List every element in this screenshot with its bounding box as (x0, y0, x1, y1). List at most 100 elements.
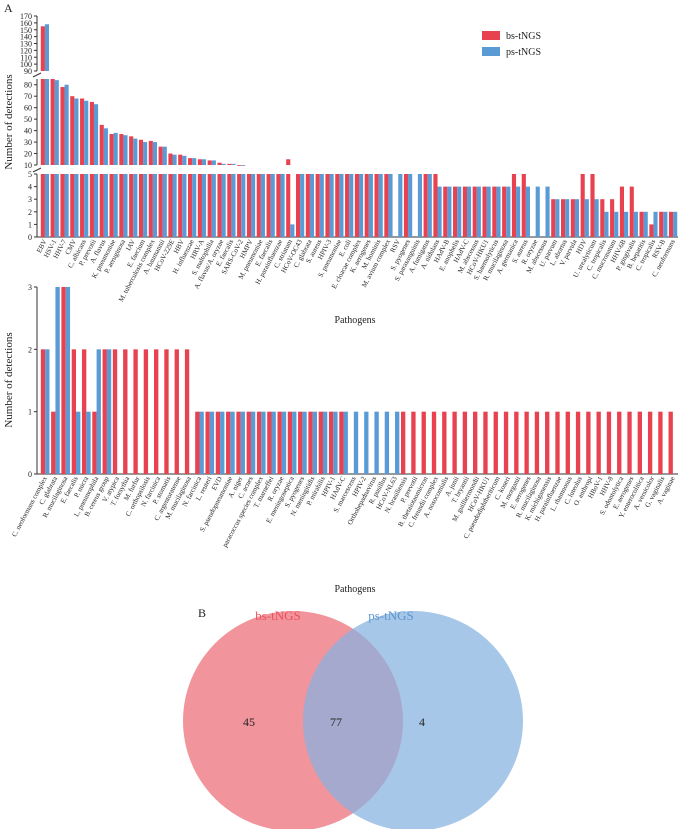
bar-bs-tngs (308, 411, 313, 474)
bar-bs-tngs (158, 174, 163, 237)
bar-bs-tngs (472, 186, 477, 237)
bar-bs-tngs (40, 349, 46, 474)
bar-ps-tngs (496, 186, 501, 237)
y-tick-label: 30 (24, 138, 32, 147)
bar-ps-tngs (281, 411, 287, 474)
bar-ps-tngs (93, 104, 99, 165)
bar-bs-tngs (119, 174, 124, 237)
bar-bs-tngs (503, 411, 509, 474)
bar-bs-tngs (287, 411, 293, 474)
venn-label-bs-tngs: bs-tNGS (255, 608, 301, 623)
bar-bs-tngs (524, 411, 529, 474)
bar-ps-tngs (201, 159, 207, 165)
bar-bs-tngs (627, 411, 632, 474)
bar-bs-tngs (453, 186, 458, 237)
bar-ps-tngs (74, 174, 79, 237)
bar-bs-tngs (119, 134, 124, 165)
bar-bs-tngs (668, 211, 674, 237)
bar-bs-tngs (89, 101, 94, 165)
bar-bs-tngs (158, 146, 163, 165)
y-tick-label: 80 (24, 81, 32, 90)
bar-ps-tngs (76, 411, 81, 474)
bar-bs-tngs (188, 174, 193, 237)
bar-ps-tngs (437, 186, 442, 237)
bar-ps-tngs (447, 186, 452, 237)
bar-ps-tngs (280, 174, 285, 237)
bar-ps-tngs (271, 411, 276, 474)
bar-bs-tngs (109, 134, 114, 165)
bar-bs-tngs (492, 186, 497, 237)
bar-bs-tngs (99, 124, 104, 165)
y-tick-label: 1 (28, 408, 32, 417)
bar-bs-tngs (639, 211, 644, 237)
bar-ps-tngs (398, 174, 403, 237)
bar-bs-tngs (138, 174, 144, 237)
bar-ps-tngs (103, 174, 108, 237)
bar-ps-tngs (653, 211, 658, 237)
bar-ps-tngs (152, 174, 157, 237)
bar-bs-tngs (51, 411, 56, 474)
y-tick-label: 4 (28, 183, 32, 192)
y-tick-label: 110 (20, 53, 32, 62)
legend-label: ps-tNGS (506, 47, 541, 58)
bar-bs-tngs (154, 349, 159, 474)
bar-ps-tngs (535, 186, 540, 237)
bar-bs-tngs (123, 349, 128, 474)
bar-bs-tngs (276, 174, 281, 237)
x-tick-label: C. neoformans complex (10, 475, 49, 538)
bar-ps-tngs (123, 135, 128, 165)
bar-bs-tngs (184, 349, 190, 474)
bar-ps-tngs (251, 174, 256, 237)
bar-ps-tngs (584, 199, 589, 237)
bar-ps-tngs (133, 174, 138, 237)
bar-ps-tngs (113, 174, 118, 237)
bar-bs-tngs (286, 174, 291, 237)
bar-ps-tngs (211, 174, 216, 237)
bar-ps-tngs (506, 186, 511, 237)
bar-ps-tngs (192, 158, 197, 165)
bar-bs-tngs (89, 174, 94, 237)
bar-bs-tngs (668, 411, 673, 474)
bar-ps-tngs (359, 174, 364, 237)
y-tick-label: 5 (28, 170, 32, 179)
y-tick-label: 120 (20, 46, 32, 55)
venn-circle-ps-tngs (303, 611, 523, 829)
bar-bs-tngs (590, 174, 595, 237)
bar-bs-tngs (619, 186, 625, 237)
bar-bs-tngs (335, 174, 340, 237)
bar-ps-tngs (364, 411, 369, 474)
bar-bs-tngs (246, 411, 251, 474)
bar-bs-tngs (40, 79, 45, 165)
venn-diagram: bs-tNGS ps-tNGS 45 77 4 (183, 608, 523, 829)
bar-bs-tngs (659, 211, 664, 237)
bar-ps-tngs (476, 186, 481, 237)
venn-label-ps-tngs: ps-tNGS (368, 608, 414, 623)
bar-bs-tngs (364, 174, 369, 237)
bar-bs-tngs (215, 411, 221, 474)
bar-ps-tngs (388, 174, 393, 237)
bar-bs-tngs (266, 174, 271, 237)
bar-bs-tngs (473, 411, 478, 474)
bar-bs-tngs (551, 199, 556, 237)
bar-bs-tngs (511, 174, 517, 237)
bar-ps-tngs (241, 174, 246, 237)
bar-bs-tngs (649, 224, 654, 237)
bar-bs-tngs (50, 79, 55, 165)
bar-bs-tngs (217, 162, 222, 165)
bar-bs-tngs (188, 158, 193, 165)
y-tick-label: 60 (24, 104, 32, 113)
y-tick-label: 40 (24, 127, 32, 136)
bar-bs-tngs (236, 411, 241, 474)
bar-bs-tngs (570, 199, 575, 237)
bar-ps-tngs (182, 155, 187, 165)
bar-ps-tngs (65, 287, 71, 474)
bar-ps-tngs (312, 411, 318, 474)
bar-bs-tngs (318, 411, 323, 474)
bar-ps-tngs (574, 199, 580, 237)
bar-bs-tngs (514, 411, 519, 474)
bar-ps-tngs (44, 79, 50, 165)
bar-bs-tngs (129, 174, 134, 237)
y-axis-label-top: Number of detections (3, 74, 15, 169)
bar-bs-tngs (521, 174, 526, 237)
legend-swatch (482, 31, 500, 40)
